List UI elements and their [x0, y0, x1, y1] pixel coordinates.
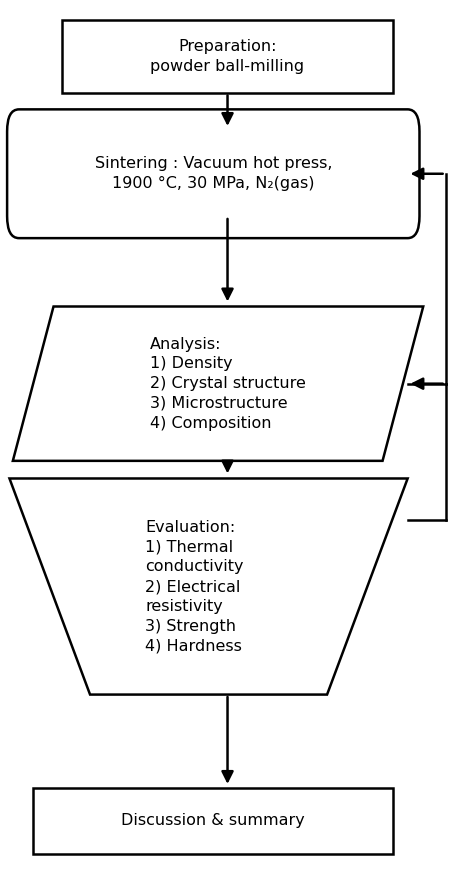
- FancyBboxPatch shape: [7, 109, 419, 238]
- Text: Discussion & summary: Discussion & summary: [121, 813, 305, 828]
- Polygon shape: [13, 307, 423, 461]
- Polygon shape: [9, 478, 408, 695]
- Text: Preparation:
powder ball-milling: Preparation: powder ball-milling: [150, 39, 305, 74]
- Text: Sintering : Vacuum hot press,
1900 °C, 30 MPa, N₂(gas): Sintering : Vacuum hot press, 1900 °C, 3…: [94, 156, 332, 191]
- Bar: [62, 20, 393, 93]
- Text: Evaluation:
1) Thermal
conductivity
2) Electrical
resistivity
3) Strength
4) Har: Evaluation: 1) Thermal conductivity 2) E…: [145, 519, 244, 654]
- Bar: [33, 788, 393, 854]
- Text: Analysis:
1) Density
2) Crystal structure
3) Microstructure
4) Composition: Analysis: 1) Density 2) Crystal structur…: [150, 337, 305, 430]
